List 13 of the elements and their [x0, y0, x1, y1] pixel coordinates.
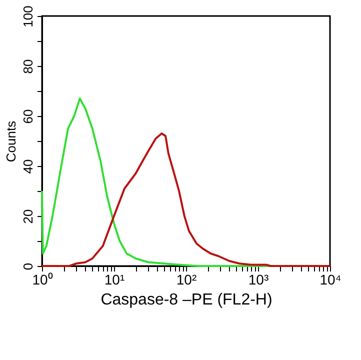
x-tick-label: 10³	[248, 272, 269, 288]
x-axis-title: Caspase-8 –PE (FL2-H)	[100, 292, 272, 308]
x-tick-label: 10¹	[104, 272, 125, 288]
y-tick-label: 80	[20, 59, 36, 74]
x-tick-label: 10²	[176, 272, 197, 288]
y-tick-label: 20	[20, 209, 36, 224]
y-tick-label: 60	[20, 109, 36, 124]
y-tick-label: 40	[20, 159, 36, 174]
y-axis-title: Counts	[4, 120, 18, 162]
x-tick-label: 10⁰	[32, 272, 53, 288]
y-tick-label: 0	[20, 262, 36, 270]
x-tick-label: 10⁴	[320, 272, 342, 288]
y-tick-label: 100	[20, 6, 36, 28]
